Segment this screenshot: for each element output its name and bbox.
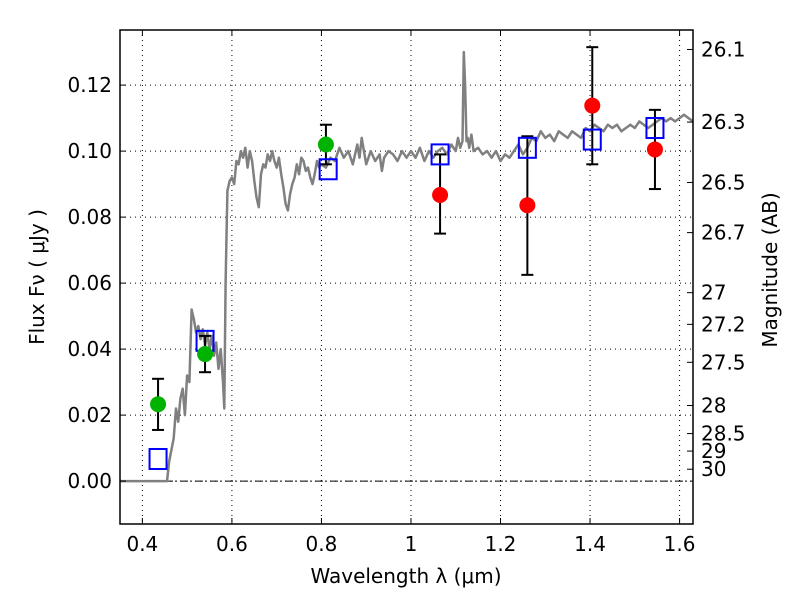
x-tick-label: 0.6	[216, 532, 248, 556]
model-photometry-square	[517, 136, 537, 159]
observed-point	[432, 186, 449, 203]
y-tick-label: 0.04	[67, 337, 112, 361]
x-ticks: 0.4 0.6 0.8 1 1.2 1.4 1.6	[126, 30, 695, 556]
right-tick-label: 29	[701, 439, 726, 463]
model-photometry-square	[582, 128, 602, 151]
y-ticks: 0.00 0.02 0.04 0.06 0.08 0.10 0.12	[67, 73, 126, 493]
y-tick-label: 0.02	[67, 403, 112, 427]
y-tick-label: 0.08	[67, 205, 112, 229]
right-tick-label: 27.2	[701, 312, 746, 336]
observed-point	[317, 136, 334, 153]
x-tick-label: 1.6	[664, 532, 696, 556]
right-tick-label: 27	[701, 281, 726, 305]
model-photometry-square	[148, 447, 168, 470]
y-axis-label: Flux Fν ( μJy )	[25, 209, 49, 345]
x-tick-label: 1.4	[574, 532, 606, 556]
x-axis-label: Wavelength λ (μm)	[310, 564, 501, 588]
x-tick-label: 0.4	[126, 532, 158, 556]
observed-point	[646, 141, 663, 158]
spectrum-line	[120, 50, 694, 483]
model-photometry-square	[645, 117, 665, 140]
x-tick-label: 1	[405, 532, 418, 556]
y-tick-label: 0.10	[67, 139, 112, 163]
right-tick-label: 26.1	[701, 37, 746, 61]
marker-group	[148, 97, 665, 470]
observed-point	[197, 346, 214, 363]
right-tick-label: 28.5	[701, 422, 746, 446]
plot-frame	[119, 29, 694, 525]
right-tick-label: 26.5	[701, 170, 746, 194]
right-tick-label: 27.5	[701, 350, 746, 374]
right-tick-label: 26.7	[701, 221, 746, 245]
spectrum-group	[120, 50, 694, 483]
observed-point	[150, 396, 167, 413]
observed-point	[584, 97, 601, 114]
y-tick-label: 0.00	[67, 469, 112, 493]
x-tick-label: 0.8	[306, 532, 338, 556]
y-tick-label: 0.06	[67, 271, 112, 295]
right-tick-label: 30	[701, 457, 726, 481]
right-tick-label: 28	[701, 394, 726, 418]
right-axis-label: Magnitude (AB)	[758, 192, 782, 347]
model-photometry-square	[318, 158, 338, 181]
observed-point	[519, 197, 536, 214]
right-tick-label: 26.3	[701, 110, 746, 134]
x-tick-label: 1.2	[485, 532, 517, 556]
model-photometry-square	[430, 143, 450, 166]
y-tick-label: 0.12	[67, 73, 112, 97]
